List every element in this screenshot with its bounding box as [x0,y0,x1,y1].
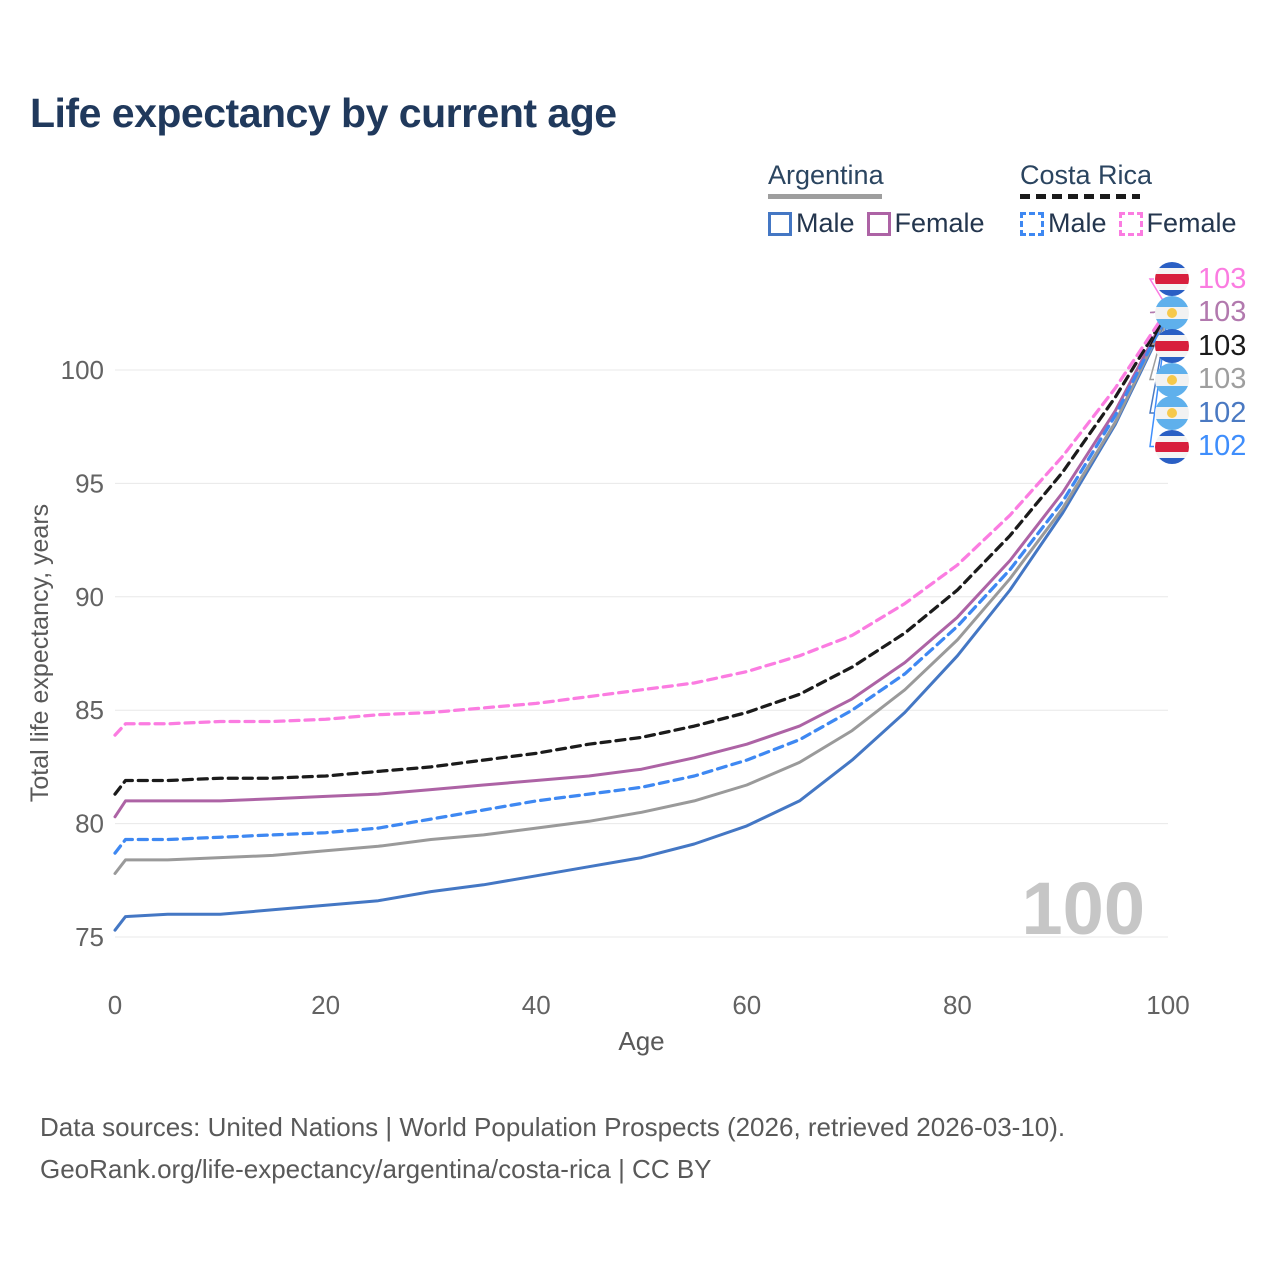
y-tick-label: 85 [75,695,104,725]
life-expectancy-chart[interactable]: 75 80 85 90 95 100 0 20 40 60 80 100 Age Total life e… [0,0,1280,1080]
argentina-female-swatch-icon [866,211,891,236]
attribution-text: GeoRank.org/life-expectancy/argentina/co… [40,1154,712,1184]
legend-item-argentina-female[interactable]: Female [866,208,985,239]
legend-item-costa-rica-male[interactable]: Male [1020,208,1107,239]
y-tick-label: 80 [75,809,104,839]
series-line-ar_female[interactable] [113,309,1170,819]
endpoint-value-cr_male: 102 [1198,430,1247,462]
endpoint-value-ar_male: 102 [1198,396,1247,429]
endpoint-value-cr_both: 103 [1198,329,1247,362]
costa-rica-flag-icon [1155,429,1189,464]
endpoint-label-cr_both: 103 [1155,329,1246,363]
x-tick-label: 100 [1146,990,1189,1020]
legend-country-costa-rica[interactable]: Costa Rica [1020,160,1153,190]
endpoint-label-ar_both: 103 [1155,362,1247,397]
costa-rica-flag-icon [1155,329,1189,363]
age-counter-watermark: 100 [1022,867,1145,950]
x-tick-label: 80 [943,990,972,1020]
legend-label-costa-rica-female: Female [1146,208,1237,238]
y-axis-title: Total life expectancy, years [26,504,54,802]
x-tick-label: 0 [108,990,122,1020]
legend-group-argentina: Argentina Male Female [768,160,997,239]
costa-rica-flag-icon [1155,262,1189,296]
legend-item-argentina-male[interactable]: Male [768,208,855,239]
series-line-ar_male[interactable] [113,314,1170,932]
endpoint-value-cr_female: 103 [1198,262,1247,295]
sun-icon [1167,374,1177,385]
y-tick-label: 90 [75,582,104,612]
endpoint-label-ar_male: 102 [1155,396,1246,430]
legend-label-argentina-female: Female [894,208,985,238]
footer: Data sources: United Nations | World Pop… [40,1106,1065,1190]
data-sources-text: Data sources: United Nations | World Pop… [40,1112,1066,1142]
argentina-flag-icon [1155,396,1189,430]
legend-group-costa-rica: Costa Rica Male Female [1020,160,1249,239]
sun-icon [1167,408,1177,418]
page-title: Life expectancy by current age [30,90,617,136]
y-tick-label: 100 [61,355,104,385]
y-tick-label: 75 [75,922,104,952]
legend-label-costa-rica-male: Male [1048,208,1107,238]
endpoint-label-cr_male: 102 [1155,429,1247,464]
endpoint-value-ar_female: 103 [1198,296,1247,328]
legend-item-costa-rica-female[interactable]: Female [1118,208,1237,239]
series-line-cr_female[interactable] [113,307,1170,737]
costa-rica-female-swatch-icon [1118,211,1143,236]
endpoint-label-cr_female: 103 [1155,262,1246,296]
x-axis-title: Age [618,1026,664,1056]
argentina-male-swatch-icon [768,211,792,236]
costa-rica-male-swatch-icon [1020,211,1044,236]
x-tick-label: 20 [311,990,340,1020]
argentina-line-style-sample [768,194,882,199]
argentina-flag-icon [1155,362,1189,397]
x-tick-label: 60 [732,990,761,1020]
argentina-flag-icon [1155,295,1189,330]
endpoint-label-ar_female: 103 [1155,295,1247,330]
series-line-cr_male[interactable] [113,311,1170,855]
endpoint-value-ar_both: 103 [1198,363,1247,395]
legend-country-argentina[interactable]: Argentina [768,160,884,190]
x-tick-label: 40 [522,990,551,1020]
series-line-cr_both[interactable] [113,309,1170,796]
costa-rica-line-style-sample [1020,194,1140,199]
y-tick-label: 95 [75,468,104,498]
series-line-ar_both[interactable] [113,311,1170,875]
sun-icon [1167,307,1177,318]
legend-label-argentina-male: Male [796,208,855,238]
